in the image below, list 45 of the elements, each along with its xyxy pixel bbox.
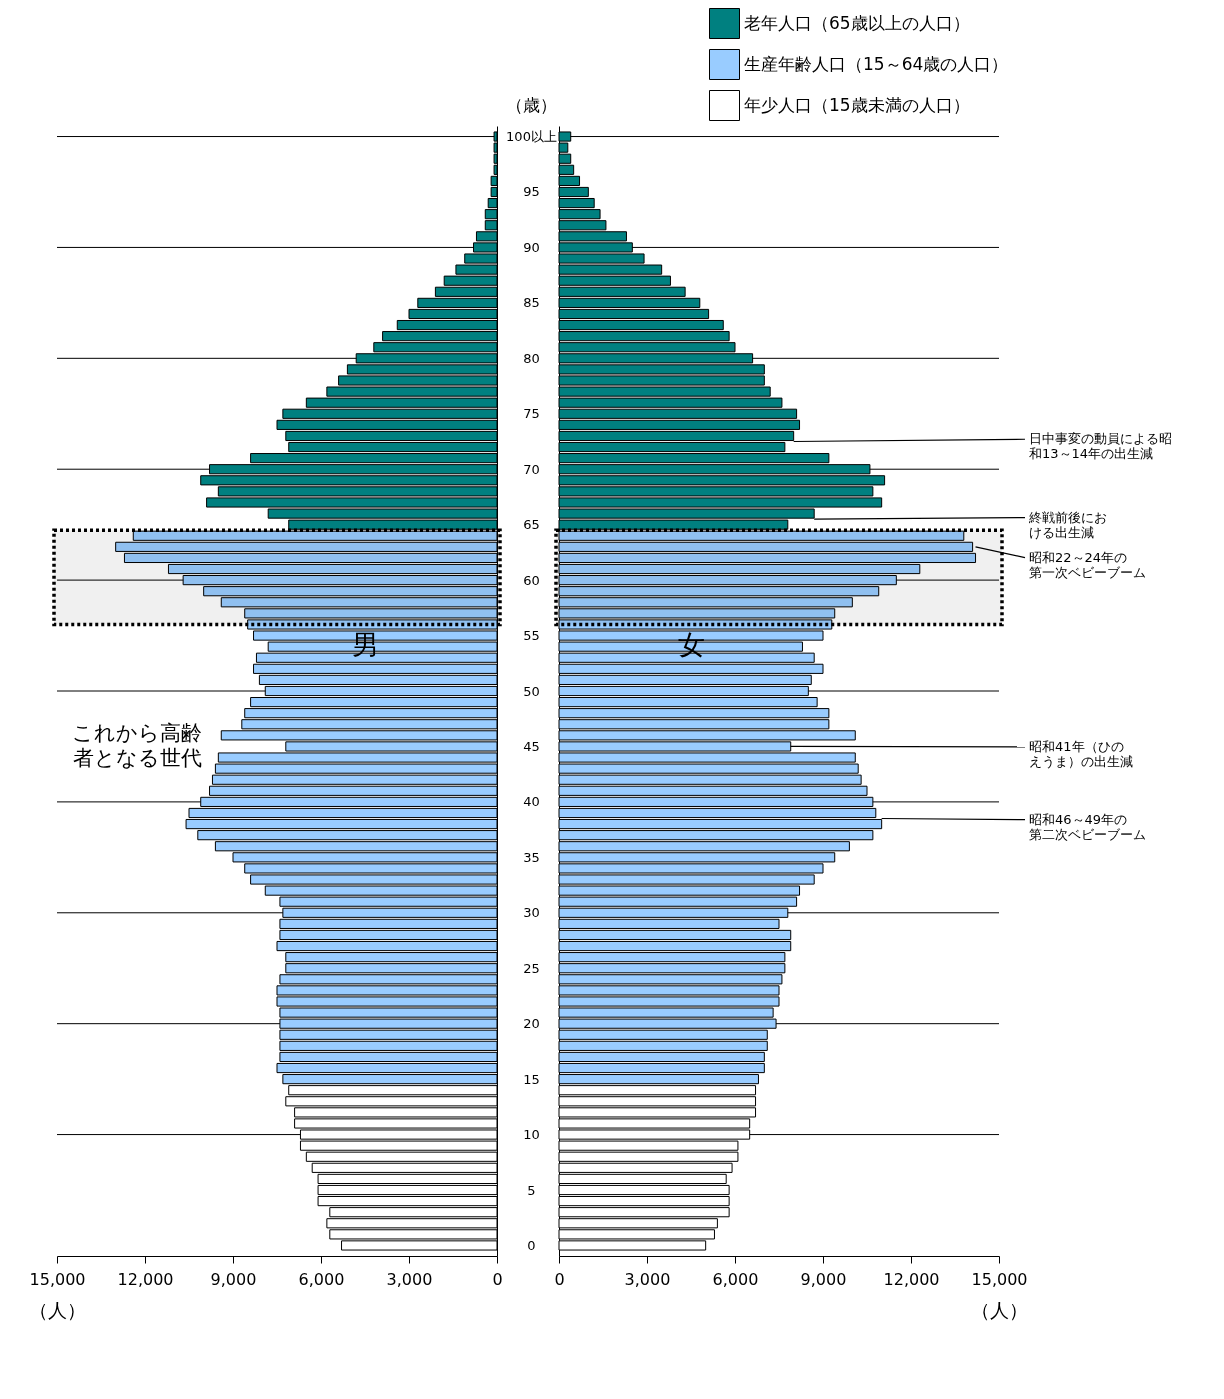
y-tick-label: 60 — [523, 572, 540, 588]
y-tick-label: 40 — [523, 794, 540, 810]
y-tick-label: 30 — [523, 905, 540, 921]
legend-label: 老年人口（65歳以上の人口） — [744, 12, 970, 33]
x-tick-label: 12,000 — [117, 1269, 174, 1289]
x-tick-label: 3,000 — [624, 1269, 671, 1289]
x-tick-label: 0 — [554, 1269, 565, 1289]
y-tick-label: 65 — [523, 517, 540, 533]
y-tick-label: 85 — [523, 295, 540, 311]
y-tick-label: 15 — [523, 1071, 540, 1087]
y-tick-label: 50 — [523, 683, 540, 699]
y-tick-label: 25 — [523, 960, 540, 976]
x-tick-label: 6,000 — [298, 1269, 345, 1289]
y-tick-label: 55 — [523, 628, 540, 644]
y-tick-label: 75 — [523, 406, 540, 422]
y-tick-label: 45 — [523, 738, 540, 754]
annotation: 昭和22～24年の第一次ベビーブーム — [1029, 549, 1146, 580]
legend-label: 年少人口（15歳未満の人口） — [744, 94, 970, 115]
y-tick-label: 20 — [523, 1016, 540, 1032]
x-tick-label: 3,000 — [386, 1269, 433, 1289]
y-tick-label: 5 — [527, 1182, 536, 1198]
x-tick-label: 15,000 — [971, 1269, 1028, 1289]
x-tick-label: 0 — [492, 1269, 503, 1289]
annotation: 昭和41年（ひのえうま）の出生減 — [1029, 738, 1133, 769]
annotation: 終戦前後における出生減 — [1028, 509, 1107, 540]
x-tick-label: 9,000 — [210, 1269, 257, 1289]
x-tick-label: 12,000 — [883, 1269, 940, 1289]
x-tick-label: 6,000 — [712, 1269, 759, 1289]
y-tick-label: 90 — [523, 239, 540, 255]
x-axis-title: （人） — [29, 1298, 86, 1321]
x-axis-title: （人） — [971, 1298, 1028, 1321]
band-label: これから高齢者となる世代 — [72, 721, 202, 771]
y-tick-label: 35 — [523, 849, 540, 865]
y-tick-label: 70 — [523, 461, 540, 477]
annotation: 昭和46～49年の第二次ベビーブーム — [1029, 811, 1146, 842]
y-axis-title: （歳） — [506, 94, 557, 115]
y-tick-label: 10 — [523, 1127, 540, 1143]
y-tick-label: 0 — [527, 1237, 536, 1253]
x-tick-label: 15,000 — [29, 1269, 86, 1289]
y-tick-label: 100以上 — [506, 129, 557, 145]
y-tick-label: 95 — [523, 184, 540, 200]
y-tick-label: 80 — [523, 350, 540, 366]
annotation: 日中事変の動員による昭和13～14年の出生減 — [1029, 431, 1172, 462]
legend-label: 生産年齢人口（15～64歳の人口） — [744, 53, 1009, 74]
x-tick-label: 9,000 — [800, 1269, 847, 1289]
